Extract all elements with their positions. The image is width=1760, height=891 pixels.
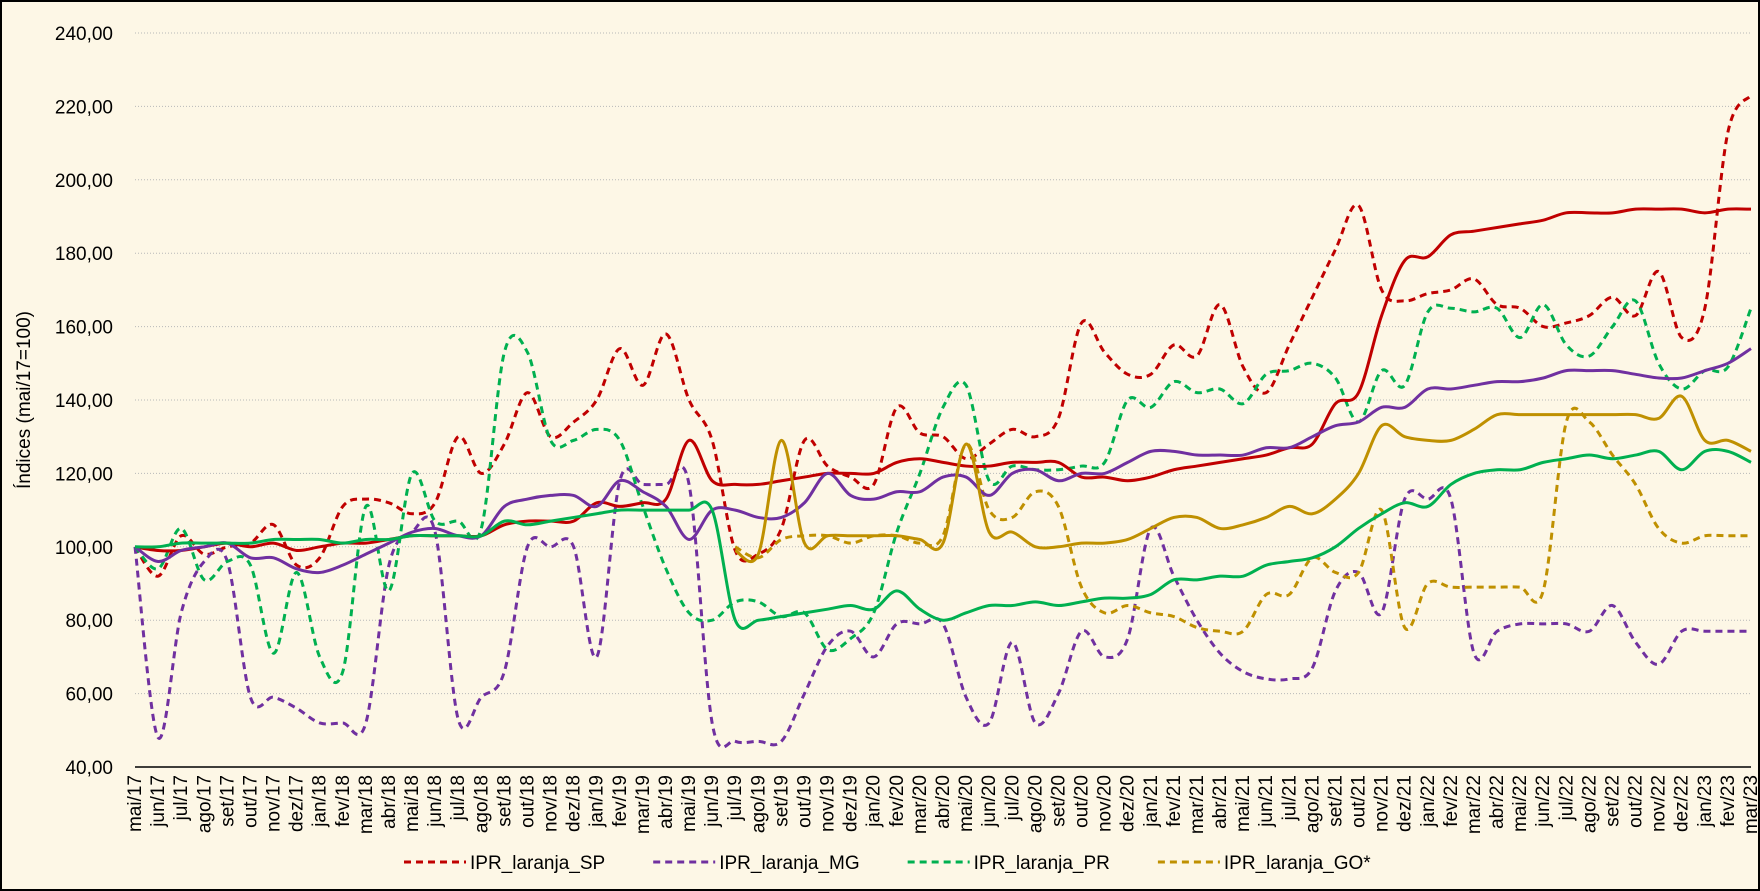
x-tick-label: ago/22 xyxy=(1579,775,1600,833)
x-tick-label: set/19 xyxy=(771,775,792,827)
solid-line xyxy=(134,448,1752,630)
x-tick-label: set/21 xyxy=(1325,775,1346,827)
x-tick-label: jul/21 xyxy=(1279,775,1300,821)
x-tick-label: jun/18 xyxy=(425,775,446,828)
x-tick-label: nov/21 xyxy=(1372,775,1393,832)
x-tick-label: mar/21 xyxy=(1187,775,1208,834)
x-tick-label: jul/18 xyxy=(448,775,469,821)
legend-label: IPR_laranja_SP xyxy=(470,853,605,874)
x-tick-label: jun/19 xyxy=(702,775,723,828)
y-tick-label: 220,00 xyxy=(55,97,113,118)
x-tick-label: mar/23 xyxy=(1741,775,1760,834)
x-tick-label: ago/18 xyxy=(471,775,492,833)
y-tick-label: 240,00 xyxy=(55,24,113,45)
x-tick-label: dez/20 xyxy=(1118,775,1139,832)
legend-label: IPR_laranja_GO* xyxy=(1224,853,1371,874)
x-tick-label: dez/18 xyxy=(564,775,585,832)
x-tick-label: mai/17 xyxy=(125,775,146,832)
x-tick-label: fev/18 xyxy=(333,775,354,827)
x-tick-label: set/20 xyxy=(1048,775,1069,827)
x-tick-label: dez/22 xyxy=(1672,775,1693,832)
x-tick-label: jul/17 xyxy=(171,775,192,821)
x-tick-label: jun/17 xyxy=(148,775,169,828)
x-tick-label: set/17 xyxy=(217,775,238,827)
x-tick-label: mai/19 xyxy=(679,775,700,832)
x-tick-label: jul/20 xyxy=(1002,775,1023,821)
x-tick-label: abr/20 xyxy=(933,775,954,829)
solid-line xyxy=(734,394,1752,563)
dashed-line xyxy=(133,465,1751,749)
x-tick-label: jan/18 xyxy=(310,775,331,828)
x-tick-label: dez/17 xyxy=(287,775,308,832)
x-tick-label: mar/20 xyxy=(910,775,931,834)
x-tick-label: out/18 xyxy=(517,775,538,828)
x-tick-label: mai/21 xyxy=(1233,775,1254,832)
x-tick-label: fev/22 xyxy=(1441,775,1462,827)
x-tick-label: mar/18 xyxy=(356,775,377,834)
x-tick-label: abr/18 xyxy=(379,775,400,829)
x-tick-label: fev/20 xyxy=(887,775,908,827)
x-tick-label: jun/22 xyxy=(1533,775,1554,828)
x-tick-label: dez/19 xyxy=(841,775,862,832)
y-tick-label: 100,00 xyxy=(55,538,113,559)
x-tick-label: fev/19 xyxy=(610,775,631,827)
x-tick-label: jun/21 xyxy=(1256,775,1277,828)
x-tick-label: mai/18 xyxy=(402,775,423,832)
x-tick-label: out/19 xyxy=(794,775,815,828)
x-tick-label: mar/22 xyxy=(1464,775,1485,834)
x-tick-label: abr/22 xyxy=(1487,775,1508,829)
y-tick-label: 140,00 xyxy=(55,391,113,412)
x-tick-label: out/20 xyxy=(1072,775,1093,828)
x-tick-label: set/18 xyxy=(494,775,515,827)
x-tick-label: jan/19 xyxy=(587,775,608,828)
x-tick-label: jan/22 xyxy=(1418,775,1439,828)
y-tick-label: 40,00 xyxy=(65,758,113,779)
x-tick-label: ago/20 xyxy=(1025,775,1046,833)
dashed-line xyxy=(734,406,1751,636)
x-tick-label: nov/19 xyxy=(818,775,839,832)
x-tick-label: ago/17 xyxy=(194,775,215,833)
x-tick-label: mai/20 xyxy=(956,775,977,832)
x-tick-label: nov/22 xyxy=(1649,775,1670,832)
y-tick-label: 180,00 xyxy=(55,244,113,265)
x-tick-label: mai/22 xyxy=(1510,775,1531,832)
x-tick-label: ago/21 xyxy=(1302,775,1323,833)
x-tick-label: set/22 xyxy=(1602,775,1623,827)
x-tick-label: out/17 xyxy=(240,775,261,828)
x-tick-label: nov/18 xyxy=(541,775,562,832)
x-tick-label: fev/21 xyxy=(1164,775,1185,827)
y-tick-label: 160,00 xyxy=(55,318,113,339)
x-tick-label: mar/19 xyxy=(633,775,654,834)
x-tick-label: jan/21 xyxy=(1141,775,1162,828)
y-tick-label: 200,00 xyxy=(55,171,113,192)
x-tick-label: jun/20 xyxy=(979,775,1000,828)
y-axis-title: Índices (mai/17=100) xyxy=(14,311,35,489)
legend-label: IPR_laranja_PR xyxy=(974,853,1110,874)
solid-line xyxy=(134,347,1752,575)
y-tick-label: 60,00 xyxy=(65,685,113,706)
dashed-line xyxy=(133,94,1753,578)
x-tick-label: ago/19 xyxy=(748,775,769,833)
x-tick-label: nov/17 xyxy=(264,775,285,832)
x-tick-label: dez/21 xyxy=(1395,775,1416,832)
x-tick-label: abr/21 xyxy=(1210,775,1231,829)
y-tick-label: 120,00 xyxy=(55,464,113,485)
y-tick-label: 80,00 xyxy=(65,611,113,632)
x-tick-label: out/22 xyxy=(1626,775,1647,828)
x-tick-label: out/21 xyxy=(1349,775,1370,828)
x-tick-label: jan/23 xyxy=(1695,775,1716,828)
x-tick-label: fev/23 xyxy=(1718,775,1739,827)
x-tick-label: jul/22 xyxy=(1556,775,1577,821)
x-tick-label: jul/19 xyxy=(725,775,746,821)
x-tick-label: abr/19 xyxy=(656,775,677,829)
x-tick-label: jan/20 xyxy=(864,775,885,828)
x-tick-label: nov/20 xyxy=(1095,775,1116,832)
legend-label: IPR_laranja_MG xyxy=(719,853,859,874)
